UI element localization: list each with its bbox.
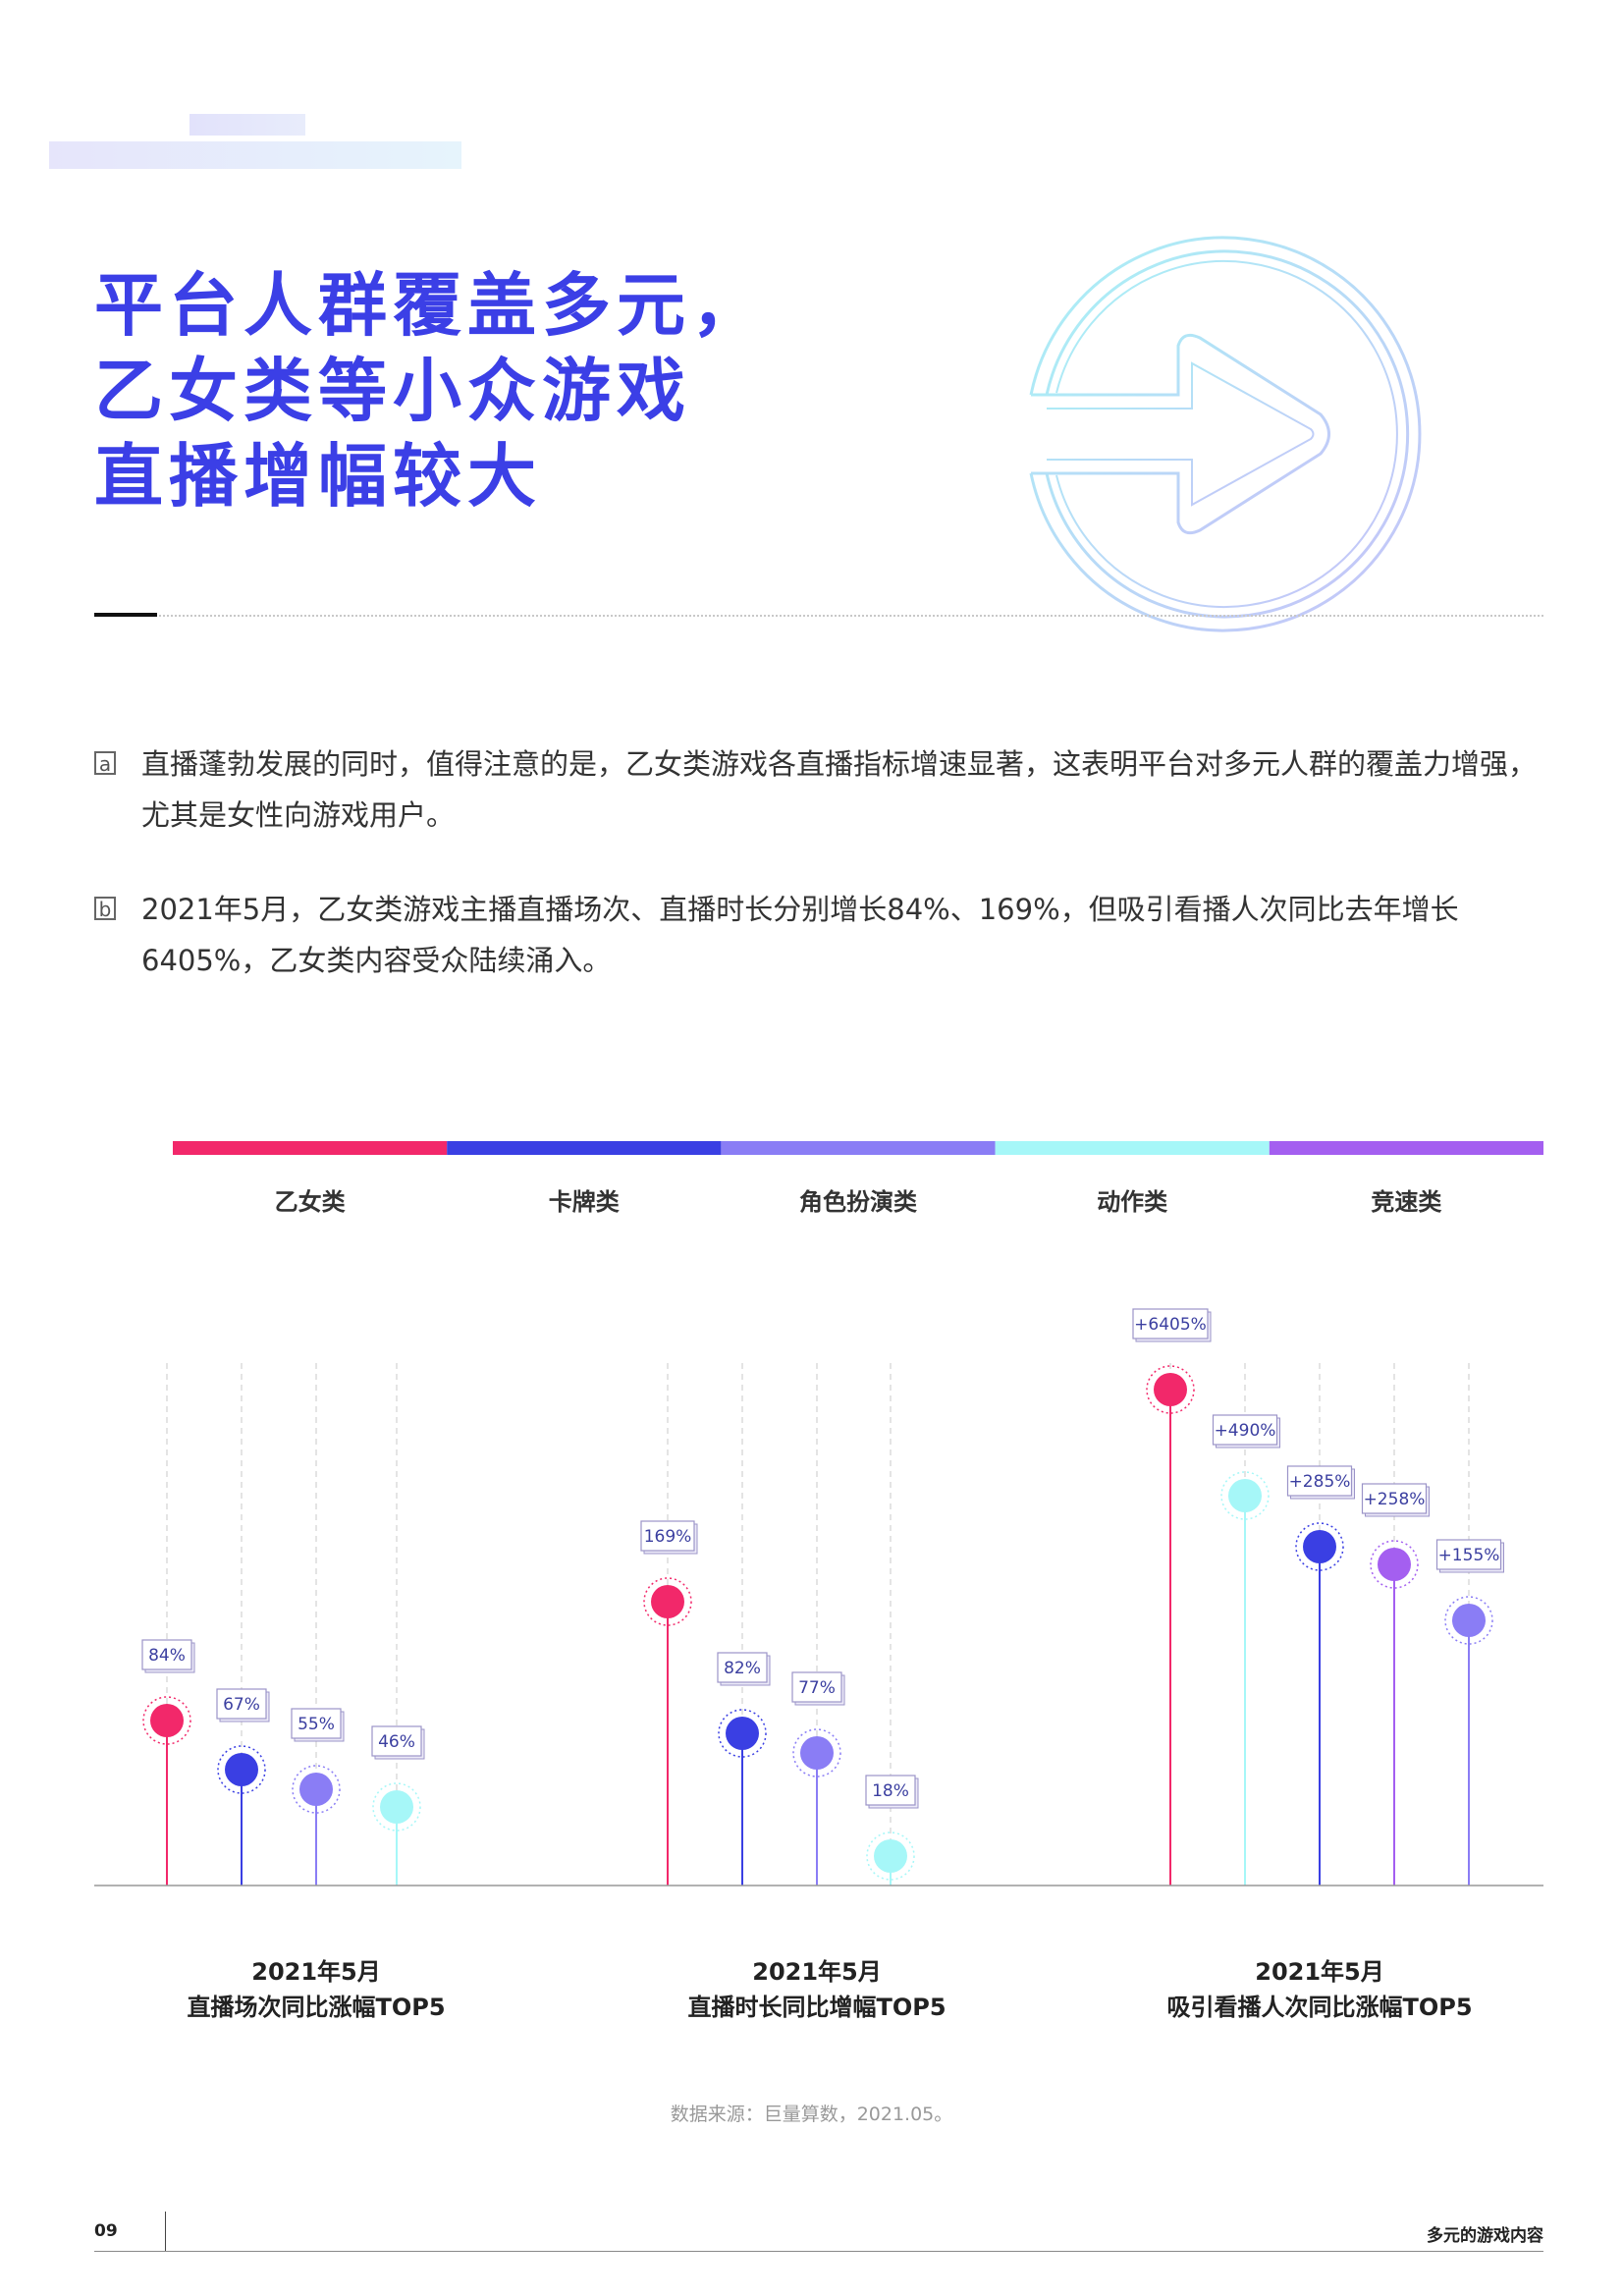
- lollipop-dot: [380, 1790, 413, 1824]
- legend-label: 角色扮演类: [799, 1188, 918, 1216]
- legend-swatch: [173, 1141, 448, 1155]
- footer-rule: [94, 2251, 1543, 2252]
- value-label: 169%: [644, 1527, 692, 1547]
- paragraph-b-text: 2021年5月，乙女类游戏主播直播场次、直播时长分别增长84%、169%，但吸引…: [141, 893, 1459, 977]
- arrow-circle-icon: [1029, 236, 1422, 632]
- group-caption-line1: 2021年5月: [251, 1958, 381, 1986]
- paragraph-b: b 2021年5月，乙女类游戏主播直播场次、直播时长分别增长84%、169%，但…: [94, 884, 1547, 986]
- section-title: 多元的游戏内容: [1427, 2226, 1543, 2246]
- value-label-box: [1435, 1539, 1502, 1570]
- lollipop-dot: [150, 1704, 184, 1737]
- group-caption-line1: 2021年5月: [752, 1958, 882, 1986]
- lollipop-halo: [217, 1745, 266, 1794]
- lollipop-halo: [1370, 1540, 1419, 1589]
- value-label-box: [291, 1708, 342, 1739]
- page-title: 平台人群覆盖多元， 乙女类等小众游戏 直播增幅较大: [94, 263, 766, 519]
- group-caption-line2: 吸引看播人次同比涨幅TOP5: [1166, 1994, 1472, 2021]
- lollipop-dot: [726, 1717, 759, 1750]
- footer-divider: [165, 2212, 166, 2251]
- lollipop-halo: [1220, 1471, 1270, 1520]
- value-label: 18%: [872, 1781, 909, 1801]
- value-label-box: [717, 1652, 768, 1683]
- legend-label: 乙女类: [275, 1188, 347, 1216]
- lollipop-halo: [142, 1696, 191, 1745]
- value-label: 84%: [148, 1646, 186, 1666]
- value-label-box: [1212, 1414, 1278, 1446]
- lollipop-halo: [643, 1577, 692, 1626]
- title-rule-solid: [94, 613, 157, 617]
- lollipop-dot: [299, 1773, 333, 1806]
- group-caption-line2: 直播场次同比涨幅TOP5: [187, 1994, 445, 2021]
- marker-a: a: [94, 751, 116, 775]
- value-label: 46%: [378, 1732, 415, 1752]
- lollipop-halo: [1146, 1365, 1195, 1414]
- value-label-box: [1361, 1483, 1428, 1514]
- title-rule-dotted: [159, 615, 1543, 617]
- value-label: +490%: [1215, 1421, 1276, 1441]
- legend-swatch: [995, 1141, 1270, 1155]
- value-label: 67%: [223, 1695, 260, 1715]
- value-label: +285%: [1289, 1472, 1351, 1492]
- value-label-box: [141, 1639, 192, 1670]
- lollipop-halo: [718, 1709, 767, 1758]
- lollipop-halo: [372, 1782, 421, 1831]
- value-label-box: [1132, 1308, 1209, 1339]
- group-caption-line2: 直播时长同比增幅TOP5: [687, 1994, 946, 2021]
- data-source: 数据来源：巨量算数，2021.05。: [670, 2104, 953, 2125]
- lollipop-dot: [800, 1736, 834, 1770]
- value-label-box: [865, 1775, 916, 1806]
- legend-label: 竞速类: [1371, 1188, 1442, 1216]
- lollipop-dot: [1378, 1548, 1411, 1581]
- lollipop-halo: [1295, 1522, 1344, 1571]
- paragraph-a: a 直播蓬勃发展的同时，值得注意的是，乙女类游戏各直播指标增速显著，这表明平台对…: [94, 738, 1547, 841]
- value-label: 82%: [724, 1659, 761, 1678]
- lollipop-dot: [651, 1585, 684, 1618]
- paragraph-a-text: 直播蓬勃发展的同时，值得注意的是，乙女类游戏各直播指标增速显著，这表明平台对多元…: [141, 747, 1538, 832]
- marker-b: b: [94, 897, 116, 920]
- lollipop-dot: [225, 1753, 258, 1786]
- lollipop-halo: [792, 1728, 841, 1777]
- value-label: 77%: [798, 1678, 836, 1698]
- decorative-bar-wide: [49, 141, 461, 169]
- value-label: +155%: [1438, 1546, 1500, 1565]
- value-label: 55%: [298, 1715, 335, 1734]
- value-label-box: [371, 1725, 422, 1757]
- title-line: 乙女类等小众游戏: [94, 351, 691, 431]
- decorative-bar-small: [189, 114, 305, 136]
- title-line: 平台人群覆盖多元，: [94, 265, 766, 346]
- value-label-box: [640, 1520, 695, 1552]
- legend-swatch: [447, 1141, 722, 1155]
- legend-label: 卡牌类: [549, 1188, 621, 1216]
- value-label-box: [791, 1671, 842, 1703]
- lollipop-halo: [1444, 1596, 1493, 1645]
- lollipop-dot: [1452, 1604, 1486, 1637]
- lollipop-dot: [1154, 1373, 1187, 1406]
- group-caption-line1: 2021年5月: [1255, 1958, 1384, 1986]
- title-line: 直播增幅较大: [94, 436, 542, 517]
- lollipop-halo: [866, 1831, 915, 1881]
- page-number: 09: [94, 2221, 118, 2241]
- value-label-box: [1286, 1465, 1353, 1497]
- legend-swatch: [1269, 1141, 1543, 1155]
- value-label: +258%: [1364, 1490, 1426, 1509]
- lollipop-dot: [1303, 1530, 1336, 1563]
- value-label: +6405%: [1134, 1315, 1207, 1335]
- value-label-box: [216, 1688, 267, 1720]
- lollipop-dot: [1228, 1479, 1262, 1512]
- lollipop-halo: [292, 1765, 341, 1814]
- lollipop-dot: [874, 1839, 907, 1873]
- legend-swatch: [721, 1141, 996, 1155]
- legend-label: 动作类: [1097, 1188, 1168, 1216]
